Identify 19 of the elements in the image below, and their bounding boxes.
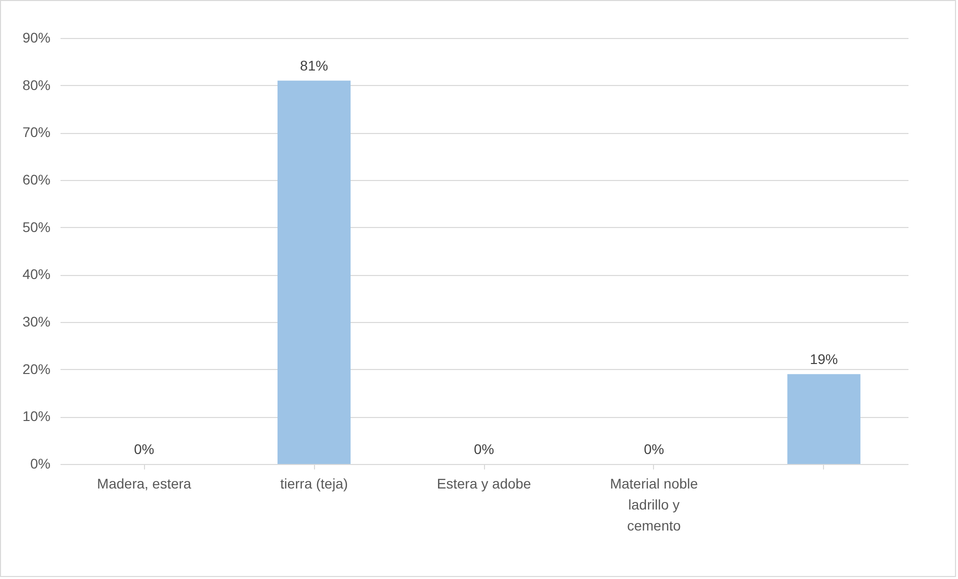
y-tick-label: 40% xyxy=(22,266,50,282)
y-tick-label: 20% xyxy=(22,360,50,377)
y-tick-label: 80% xyxy=(22,76,50,93)
y-tick-label: 10% xyxy=(22,408,50,424)
y-tick-label: 50% xyxy=(22,218,50,235)
data-label: 81% xyxy=(300,58,328,74)
x-tick-label: Material noble ladrillo y cemento xyxy=(610,476,698,534)
data-label: 0% xyxy=(134,441,154,457)
y-tick-label: 90% xyxy=(22,30,50,46)
x-tick-label: Madera, estera xyxy=(97,476,192,492)
data-label: 19% xyxy=(810,351,838,368)
x-tick-label: Estera y adobe xyxy=(436,476,532,492)
y-tick-label: 30% xyxy=(22,314,50,330)
x-tick-label: tierra (teja) xyxy=(280,476,348,492)
data-label: 0% xyxy=(474,441,494,457)
y-tick-label: 60% xyxy=(22,172,50,188)
data-label: 0% xyxy=(644,441,664,457)
y-tick-label: 70% xyxy=(22,124,50,140)
y-tick-label: 0% xyxy=(30,456,50,472)
